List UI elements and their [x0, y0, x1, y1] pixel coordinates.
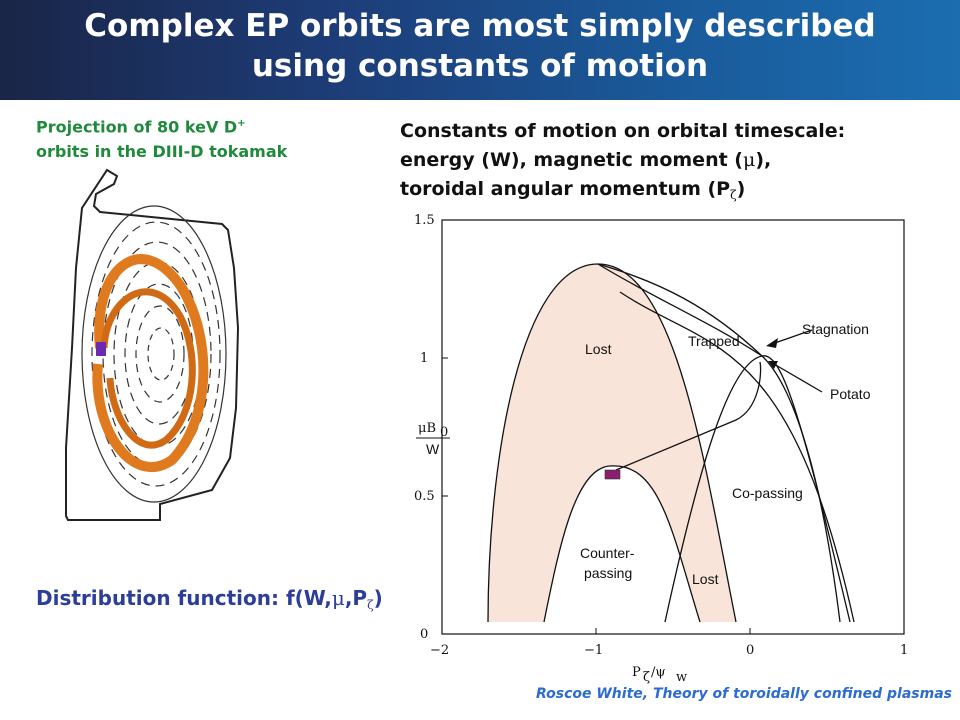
projection-text: Projection of 80 keV D — [36, 117, 238, 137]
region-label-counter-1: Counter- — [580, 545, 635, 561]
constants-of-motion-text: Constants of motion on orbital timescale… — [400, 117, 960, 210]
distribution-text-end: ) — [373, 586, 383, 610]
distribution-marker — [604, 469, 621, 480]
region-label-counter-2: passing — [584, 565, 632, 581]
constants-line-2-end: ), — [755, 149, 772, 171]
constants-line-2: energy (W), magnetic moment (μ), — [400, 146, 960, 175]
x-axis-label-w: w — [676, 670, 687, 685]
distribution-text-mid: ,P — [344, 586, 368, 610]
counter-passing-boundary — [543, 465, 701, 623]
flux-surface — [102, 241, 212, 467]
constants-line-2-text: energy (W), magnetic moment ( — [400, 149, 743, 171]
orbit-classification-diagram: 0 0.5 1 1.5 −2 −1 0 1 μB 0 W P ζ /ψ w Lo… — [414, 213, 908, 685]
title-line-2: using constants of motion — [251, 48, 709, 84]
tick-marks — [441, 219, 905, 635]
y-axis-label-mu: μB — [418, 421, 436, 436]
y-tick-label: 1 — [420, 351, 428, 366]
projection-line-1: Projection of 80 keV D+ — [36, 111, 287, 139]
region-label-lost-right: Lost — [692, 571, 719, 587]
region-label-trapped: Trapped — [688, 333, 740, 349]
title-line-1: Complex EP orbits are most simply descri… — [84, 8, 876, 44]
projection-superscript: + — [237, 118, 246, 129]
distribution-function-text: Distribution function: f(W,μ,Pζ) — [36, 583, 383, 620]
region-label-stagnation: Stagnation — [802, 321, 869, 337]
flux-surface — [135, 305, 185, 403]
potato-arrow — [773, 363, 823, 393]
x-axis-label-psi: /ψ — [651, 665, 666, 680]
x-tick-label: −2 — [430, 643, 449, 658]
annotation-arrows — [615, 329, 823, 471]
x-tick-label: 1 — [900, 643, 908, 658]
x-tick-label: −1 — [584, 643, 603, 658]
zeta-subscript: ζ — [367, 598, 374, 612]
flux-surface — [147, 327, 175, 381]
orbit-link-line — [615, 361, 762, 471]
orbit-trajectory-outer — [92, 254, 209, 472]
flux-surface — [124, 283, 194, 425]
projection-line-2: orbits in the DIII-D tokamak — [36, 142, 288, 162]
flux-surfaces — [81, 205, 227, 503]
y-tick-label: 0 — [420, 627, 428, 642]
x-tick-label: 0 — [746, 643, 754, 658]
tokamak-orbit-illustration — [65, 168, 240, 521]
stagnation-curve — [619, 291, 855, 623]
potato-arrowhead — [768, 361, 778, 369]
mu-symbol: μ — [742, 149, 756, 171]
y-tick-label: 0.5 — [414, 489, 435, 504]
constants-line-3-end: ) — [736, 178, 746, 200]
region-label-lost-left: Lost — [585, 341, 612, 357]
plot-frame — [441, 219, 905, 635]
slide-title: Complex EP orbits are most simply descri… — [0, 6, 960, 86]
constants-line-3-text: toroidal angular momentum (P — [400, 178, 731, 200]
x-axis-label-p: P — [632, 665, 641, 680]
flux-surface — [81, 205, 227, 503]
orbit-trajectory-inner — [100, 288, 196, 449]
tokamak-vessel-wall — [65, 168, 240, 521]
title-banner — [0, 0, 960, 100]
mu-symbol: μ — [331, 586, 345, 610]
constants-line-3: toroidal angular momentum (Pζ) — [400, 175, 960, 210]
y-axis-label-den: W — [426, 441, 440, 457]
stagnation-arrow — [771, 329, 813, 345]
region-label-potato: Potato — [830, 386, 871, 402]
stagnation-arrowhead — [766, 338, 778, 348]
constants-line-1: Constants of motion on orbital timescale… — [400, 120, 846, 142]
distribution-text: Distribution function: f(W, — [36, 586, 332, 610]
projection-caption: Projection of 80 keV D+ orbits in the DI… — [36, 111, 287, 164]
zeta-subscript: ζ — [730, 188, 737, 202]
x-axis-label-zeta: ζ — [643, 670, 650, 685]
y-tick-label: 1.5 — [414, 213, 435, 228]
y-axis-label-sub: 0 — [440, 425, 448, 440]
flux-surface — [91, 221, 221, 487]
orbit-start-marker — [96, 342, 106, 356]
copassing-boundary — [664, 355, 851, 623]
citation: Roscoe White, Theory of toroidally confi… — [536, 686, 952, 702]
region-label-copassing: Co-passing — [732, 485, 803, 501]
boundary-curves — [487, 263, 855, 623]
trapped-boundary-lower — [597, 263, 763, 357]
